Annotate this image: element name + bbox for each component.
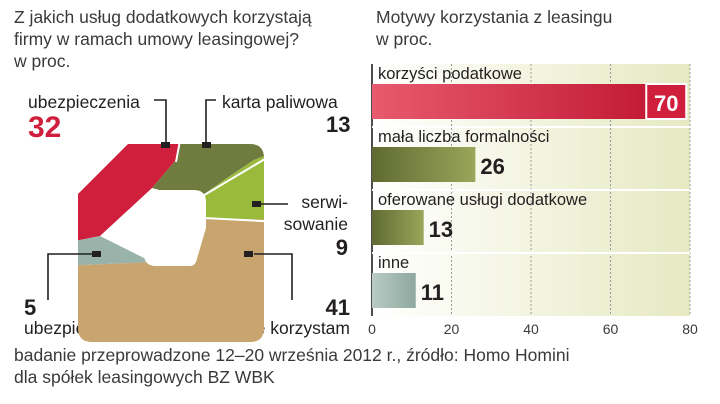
value-nie-korzystam: 41 [325, 295, 350, 320]
source-line-1: badanie przeprowadzone 12–20 września 20… [14, 345, 570, 365]
donut-slice-karta-paliwowa [152, 144, 264, 200]
bar-title-line-2: w proc. [376, 29, 433, 49]
x-tick-label: 60 [603, 321, 619, 337]
x-tick-label: 0 [368, 321, 376, 337]
label-serwisowanie-1: serwi- [301, 192, 348, 212]
donut-hole [144, 190, 206, 266]
bar [372, 84, 651, 119]
x-tick-label: 80 [682, 321, 698, 337]
x-tick-label: 40 [523, 321, 539, 337]
value-ubezpieczenia-bottom: 5 [24, 295, 37, 320]
source-note: badanie przeprowadzone 12–20 września 20… [14, 344, 714, 388]
label-ubezpieczenia-top: ubezpieczenia [28, 92, 140, 112]
value-serwisowanie: 9 [335, 235, 348, 260]
bar-chart-title: Motywy korzystania z leasingu w proc. [376, 6, 706, 50]
label-serwisowanie-2: sowanie [283, 214, 348, 234]
bar-value-label: 13 [429, 217, 453, 242]
bar [372, 273, 416, 308]
bar-value-label: 70 [654, 91, 678, 116]
donut-slice-nie-korzystam [78, 218, 264, 342]
x-tick-label: 20 [444, 321, 460, 337]
bar [372, 210, 424, 245]
donut-title-line-2: firmy w ramach umowy leasingowej? [14, 29, 299, 49]
label-nie-korzystam: nie korzystam [242, 318, 350, 338]
value-badge [645, 83, 688, 120]
bar [372, 147, 476, 182]
bar-category-label: mała liczba formalności [378, 128, 549, 146]
value-karta-paliwowa: 13 [326, 112, 351, 137]
source-line-2: dla spółek leasingowych BZ WBK [14, 367, 275, 387]
label-karta-paliwowa: karta paliwowa [222, 92, 338, 112]
bar-title-line-1: Motywy korzystania z leasingu [376, 7, 613, 27]
bar-category-label: korzyści podatkowe [378, 65, 522, 83]
bar-category-label: oferowane usługi dodatkowe [378, 191, 587, 209]
donut-title-line-1: Z jakich usług dodatkowych korzystają [14, 7, 312, 27]
donut-title: Z jakich usług dodatkowych korzystają fi… [14, 6, 354, 72]
bar-category-label: inne [378, 254, 409, 272]
bar-value-label: 11 [421, 280, 444, 305]
bar-value-label: 26 [480, 154, 504, 179]
donut-slice-ubezpieczenia-5 [78, 236, 152, 266]
donut-title-line-3: w proc. [14, 51, 71, 71]
value-ubezpieczenia-top: 32 [28, 111, 62, 144]
